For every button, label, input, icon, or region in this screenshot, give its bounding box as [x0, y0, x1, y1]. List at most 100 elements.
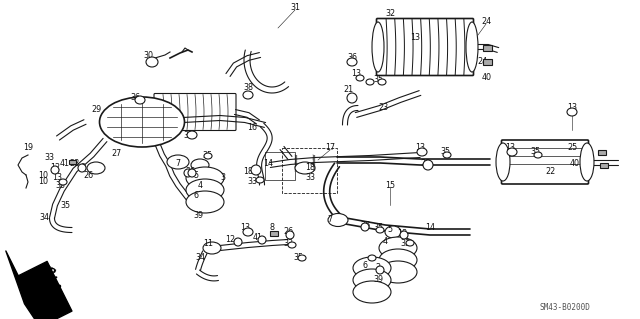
Ellipse shape [379, 249, 417, 271]
Ellipse shape [417, 148, 427, 156]
Text: 7: 7 [175, 159, 180, 167]
Ellipse shape [204, 153, 212, 159]
Ellipse shape [243, 228, 253, 236]
Circle shape [51, 166, 59, 174]
Text: 27: 27 [111, 149, 121, 158]
Text: 20: 20 [420, 159, 430, 167]
Text: 16: 16 [247, 123, 257, 132]
FancyBboxPatch shape [502, 140, 589, 184]
Ellipse shape [59, 179, 67, 185]
Circle shape [376, 266, 384, 274]
Ellipse shape [356, 75, 364, 81]
Text: 41: 41 [253, 234, 263, 242]
Ellipse shape [191, 159, 209, 171]
Text: 36: 36 [130, 93, 140, 101]
Text: SM43-B0200D: SM43-B0200D [540, 303, 591, 313]
Ellipse shape [406, 240, 414, 246]
Text: 5: 5 [387, 226, 392, 234]
Circle shape [188, 169, 196, 177]
Ellipse shape [353, 269, 391, 291]
Text: 10: 10 [38, 177, 48, 187]
Text: 24: 24 [481, 18, 491, 26]
Ellipse shape [295, 162, 315, 174]
Ellipse shape [376, 227, 384, 233]
Text: 14: 14 [425, 224, 435, 233]
Ellipse shape [146, 57, 158, 67]
Ellipse shape [186, 179, 224, 201]
Text: 26: 26 [283, 227, 293, 236]
Ellipse shape [378, 79, 386, 85]
Text: 8: 8 [269, 224, 275, 233]
Text: 7: 7 [328, 216, 333, 225]
Text: 33: 33 [400, 239, 410, 248]
Circle shape [234, 238, 242, 246]
Text: 39: 39 [373, 276, 383, 285]
Ellipse shape [368, 255, 376, 261]
Circle shape [400, 231, 408, 239]
Text: 35: 35 [440, 147, 450, 157]
Text: 32: 32 [385, 9, 395, 18]
Circle shape [78, 164, 86, 172]
Circle shape [184, 169, 192, 177]
Text: 11: 11 [203, 239, 213, 248]
Text: 33: 33 [55, 181, 65, 189]
Circle shape [423, 160, 433, 170]
Ellipse shape [87, 162, 105, 174]
Ellipse shape [507, 148, 517, 156]
Text: 13: 13 [410, 33, 420, 42]
Text: 26: 26 [83, 170, 93, 180]
Text: 35: 35 [373, 76, 383, 85]
Text: 38: 38 [243, 84, 253, 93]
Bar [265, 152, 295, 180]
Text: FR.: FR. [38, 263, 61, 282]
Text: 23: 23 [378, 103, 388, 113]
Text: 9: 9 [81, 164, 86, 173]
Text: 24: 24 [477, 57, 487, 66]
Circle shape [258, 236, 266, 244]
Text: 13: 13 [52, 174, 62, 182]
Ellipse shape [243, 91, 253, 99]
Text: 35: 35 [530, 147, 540, 157]
Text: 21: 21 [343, 85, 353, 94]
Text: 35: 35 [202, 151, 212, 160]
Bar [270, 231, 278, 235]
Text: 26: 26 [360, 220, 370, 229]
Text: 33: 33 [283, 239, 293, 248]
Bar [483, 45, 492, 51]
Circle shape [251, 165, 261, 175]
Ellipse shape [353, 257, 391, 279]
Bar [598, 150, 606, 154]
Ellipse shape [347, 58, 357, 66]
Text: 28: 28 [69, 159, 79, 167]
Text: 33: 33 [305, 174, 315, 182]
Text: 5: 5 [193, 170, 198, 180]
Text: 13: 13 [351, 69, 361, 78]
Ellipse shape [288, 242, 296, 248]
Text: 14: 14 [263, 159, 273, 167]
Ellipse shape [203, 242, 221, 254]
Text: 33: 33 [247, 176, 257, 186]
Text: 39: 39 [193, 211, 203, 219]
Ellipse shape [496, 143, 510, 181]
Text: 18: 18 [243, 167, 253, 176]
Ellipse shape [298, 255, 306, 261]
Text: 17: 17 [325, 144, 335, 152]
Text: 36: 36 [347, 53, 357, 62]
Text: 35: 35 [293, 254, 303, 263]
Circle shape [347, 93, 357, 103]
Text: 26: 26 [185, 167, 195, 176]
Ellipse shape [186, 191, 224, 213]
Text: 13: 13 [505, 144, 515, 152]
Text: 12: 12 [50, 164, 60, 173]
Text: 18: 18 [305, 164, 315, 173]
FancyBboxPatch shape [376, 19, 474, 76]
Ellipse shape [135, 96, 145, 104]
Text: 6: 6 [193, 191, 198, 201]
Ellipse shape [385, 226, 401, 238]
Text: 33: 33 [44, 153, 54, 162]
Ellipse shape [534, 152, 542, 158]
Text: 15: 15 [385, 181, 395, 189]
Circle shape [286, 231, 294, 239]
Text: 34: 34 [195, 254, 205, 263]
Ellipse shape [443, 152, 451, 158]
